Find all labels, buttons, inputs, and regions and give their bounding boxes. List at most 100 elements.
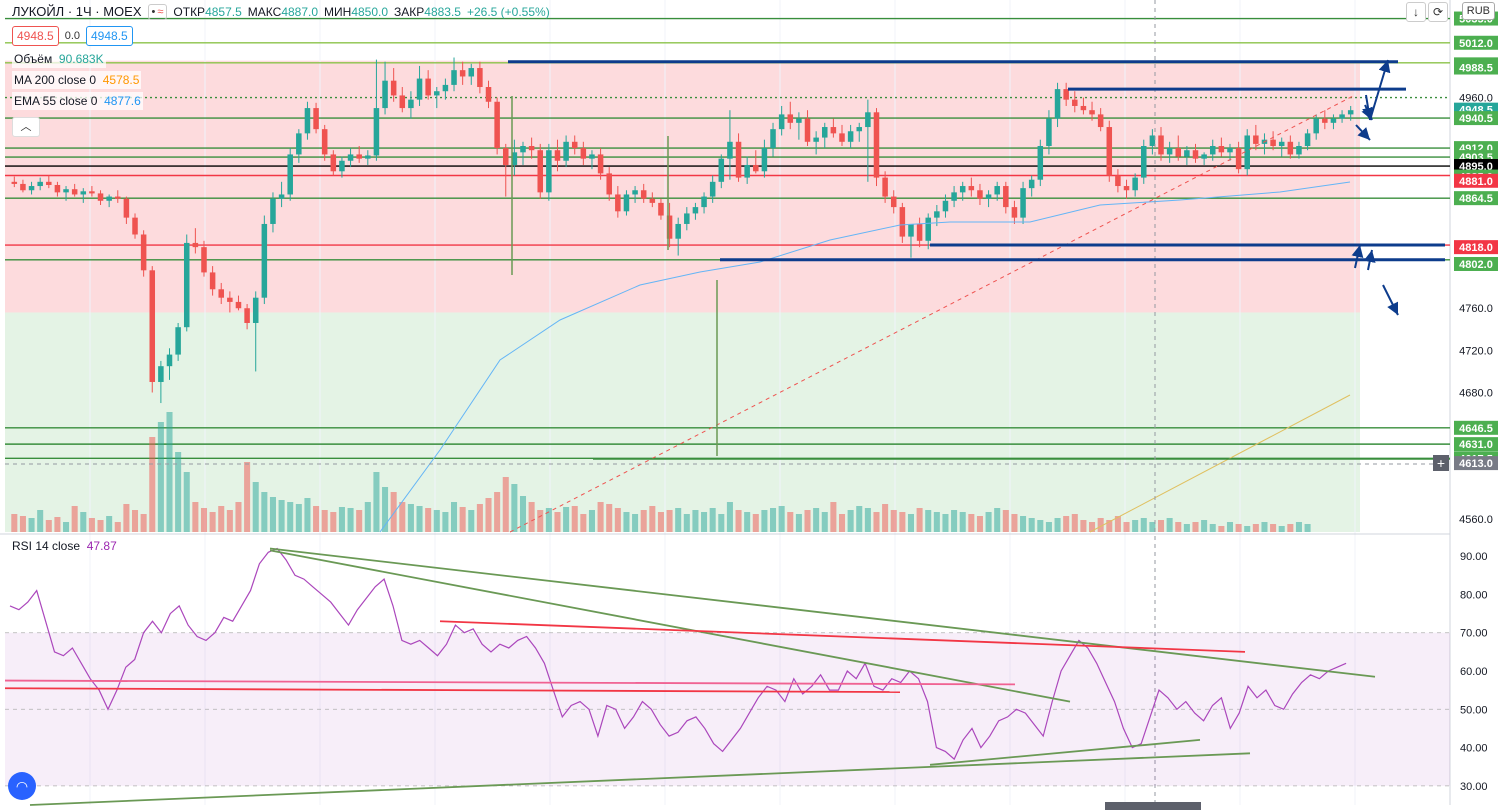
buy-price-box[interactable]: 4948.5	[86, 26, 133, 46]
price-tick: 4864.5	[1454, 191, 1498, 206]
candle-body	[442, 84, 449, 92]
reset-button[interactable]: ⟳	[1428, 2, 1448, 22]
tradingview-logo[interactable]: ◠	[8, 772, 36, 800]
volume-bar	[649, 506, 656, 532]
volume-bar	[701, 512, 708, 532]
volume-bar	[787, 512, 794, 532]
volume-bar	[1123, 522, 1130, 532]
volume-bar	[88, 518, 95, 532]
candle-body	[977, 190, 983, 199]
candle-body	[183, 242, 190, 328]
price-tick-badge	[1454, 60, 1498, 75]
candle-body	[908, 223, 914, 237]
candle-body	[1304, 133, 1311, 147]
volume-bar	[580, 514, 587, 532]
candle-body	[356, 154, 362, 159]
price-tick: 4680.0	[1459, 388, 1493, 400]
volume-bar	[830, 502, 837, 532]
change-value: +26.5 (+0.55%)	[466, 5, 550, 19]
time-axis-highlight	[1105, 802, 1201, 810]
rsi-tick-label: 90.00	[1460, 551, 1488, 563]
open-label: ОТКР	[173, 5, 206, 19]
volume-bar	[382, 487, 389, 532]
candle-body	[856, 127, 863, 132]
candle-body	[63, 189, 69, 193]
volume-bar	[1011, 514, 1018, 532]
price-tick: 4613.0	[1454, 456, 1498, 471]
header-legend: ЛУКОЙЛ · 1Ч · MOEX • ≈ ОТКР 4857.5 МАКС 488…	[12, 3, 550, 110]
volume-bar	[1028, 518, 1035, 532]
price-tick-label: 4940.5	[1459, 113, 1493, 125]
volume-bar	[330, 512, 337, 532]
candle-body	[287, 154, 293, 195]
volume-bar	[675, 508, 682, 532]
ma-legend[interactable]: MA 200 close 0 4578.5	[12, 71, 142, 89]
volume-bar	[11, 514, 18, 532]
volume-bar	[735, 510, 742, 532]
volume-bar	[166, 412, 173, 532]
candle-body	[770, 129, 776, 149]
rsi-trendline-4	[4, 687, 901, 693]
volume-bar	[476, 504, 483, 532]
rsi-legend[interactable]: RSI 14 close 47.87	[12, 539, 117, 553]
symbol-title[interactable]: ЛУКОЙЛ · 1Ч · MOEX	[12, 4, 142, 19]
volume-bar	[1270, 524, 1277, 532]
candle-body	[166, 354, 173, 367]
volume-bar	[1114, 516, 1121, 532]
volume-bar	[571, 506, 578, 532]
volume-bar	[804, 510, 811, 532]
candle-body	[37, 181, 43, 187]
price-tick: 4720.0	[1459, 345, 1493, 357]
volume-bar	[1097, 518, 1104, 532]
volume-bar	[1226, 522, 1234, 532]
candle-body	[1037, 146, 1044, 180]
volume-bar	[692, 510, 699, 532]
candle-body	[882, 177, 888, 197]
scroll-down-button[interactable]: ↓	[1406, 2, 1426, 22]
candle-body	[1296, 146, 1302, 155]
price-tick: 4646.5	[1454, 420, 1498, 435]
volume-bar	[597, 502, 604, 532]
ema-legend[interactable]: EMA 55 close 0 4877.6	[12, 92, 143, 110]
volume-bar	[873, 512, 880, 532]
volume-legend[interactable]: Объём 90.683K	[12, 50, 106, 68]
candle-body	[675, 223, 681, 239]
arrow-3	[1355, 124, 1371, 141]
volume-bar	[494, 492, 501, 532]
volume-bar	[287, 502, 294, 532]
price-tick: 4940.5	[1454, 111, 1498, 126]
candle-body	[951, 192, 957, 201]
candle-body	[1080, 105, 1087, 111]
candle-body	[330, 154, 337, 172]
volume-bar	[511, 484, 518, 532]
collapse-legend-button[interactable]: ︿	[12, 117, 40, 137]
candle-body	[830, 127, 837, 134]
candle-body	[873, 112, 880, 178]
volume-bar	[218, 506, 225, 532]
volume-bar	[864, 508, 871, 532]
candle-body	[502, 148, 509, 165]
sell-price-box[interactable]: 4948.5	[12, 26, 59, 46]
price-tick-label: 4802.0	[1459, 259, 1493, 271]
candle-body	[235, 301, 242, 309]
volume-bar	[718, 514, 725, 532]
price-tick: 4760.0	[1459, 303, 1493, 315]
candle-body	[528, 146, 535, 151]
volume-bar	[1252, 524, 1259, 532]
currency-badge[interactable]: RUB	[1461, 2, 1495, 20]
trend-dashed-line	[509, 94, 1356, 533]
candle-body	[615, 194, 621, 212]
candle-body	[1089, 110, 1095, 115]
add-plus-button[interactable]: +	[1433, 455, 1449, 471]
candle-body	[580, 148, 587, 159]
volume-bar	[54, 517, 61, 532]
candle-body	[735, 141, 742, 178]
volume-bar	[683, 514, 690, 532]
candle-body	[1011, 207, 1018, 218]
candle-body	[968, 186, 975, 191]
candle-body	[1020, 188, 1026, 218]
visibility-toggle[interactable]: • ≈	[147, 4, 168, 20]
volume-bar	[269, 497, 276, 532]
candle-body	[373, 108, 380, 156]
